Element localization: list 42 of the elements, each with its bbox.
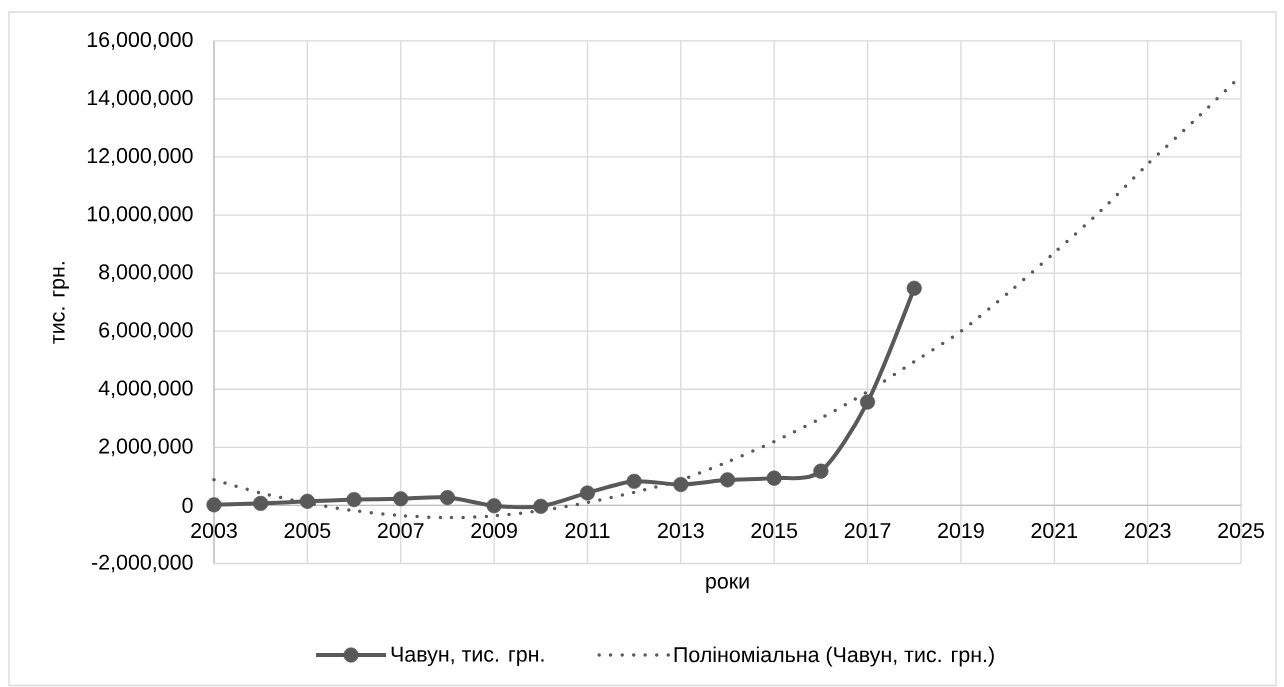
y-tick-label: 4,000,000 [98,380,193,399]
point [813,463,829,479]
y-tick-label: 12,000,000 [87,148,193,166]
point [253,495,269,511]
x-tick-label: 2019 [938,522,984,539]
point [579,485,596,501]
point [626,473,642,489]
y-axis-title: тис. грн. [52,262,69,344]
x-tick-label: 2003 [191,522,237,539]
point [393,491,409,507]
x-tick-label: 2015 [751,522,798,539]
point [673,476,689,493]
x-tick-label: 2013 [658,522,704,539]
legend-label: Чавун, тис. грн. [391,646,544,667]
point [299,493,315,509]
y-tick-label: 2,000,000 [99,438,193,457]
x-tick-label: 2007 [377,522,424,539]
x-tick-label: 2023 [1124,522,1171,539]
x-tick-label: 2009 [471,522,517,539]
point [439,490,455,506]
point [346,492,362,508]
legend-label: Поліноміальна (Чавун, тис. грн.) [674,646,994,667]
y-tick-label: 16,000,000 [87,31,193,50]
x-tick-label: 2021 [1031,522,1078,539]
y-tick-label: 8,000,000 [99,264,193,282]
x-tick-label: 2011 [565,522,610,539]
y-tick-label: 6,000,000 [99,322,193,341]
y-tick-label: -2,000,000 [92,554,193,573]
x-tick-label: 2017 [844,522,891,539]
x-axis-title: роки [706,577,749,593]
point [860,394,876,410]
y-tick-label: 0 [182,497,193,513]
point [906,280,922,296]
point [206,497,222,513]
point [486,498,502,514]
point [766,470,782,486]
point [533,498,549,514]
y-tick-label: 10,000,000 [87,206,193,224]
y-tick-label: 14,000,000 [87,90,193,108]
x-tick-label: 2025 [1218,522,1264,539]
x-tick-label: 2005 [284,522,331,539]
point [719,472,736,488]
